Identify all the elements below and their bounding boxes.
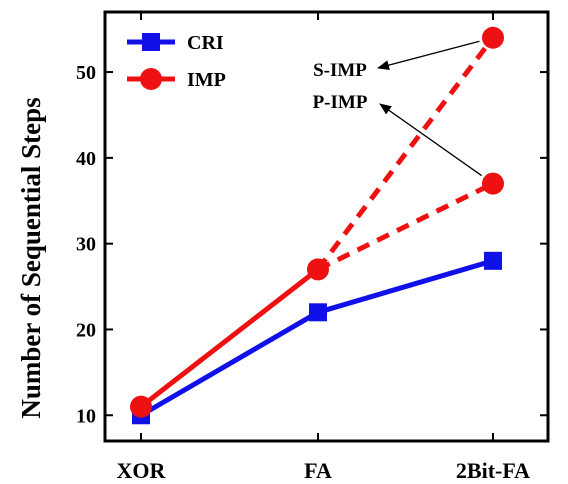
annotations: S-IMP P-IMP xyxy=(313,40,482,177)
x-tick-label: FA xyxy=(304,458,332,483)
data-point-imp xyxy=(130,395,152,418)
data-point-cri xyxy=(484,251,502,270)
annotation-arrow-s-imp xyxy=(377,40,480,71)
dashed-branch-line xyxy=(316,36,495,271)
legend: CRI IMP xyxy=(127,32,226,91)
y-tick-label: 20 xyxy=(76,319,96,341)
y-tick-label: 50 xyxy=(76,62,96,84)
legend-label-imp: IMP xyxy=(187,69,226,91)
annotation-arrow-p-imp xyxy=(379,103,482,177)
annotation-s-imp: S-IMP xyxy=(313,60,367,81)
data-point-s-imp xyxy=(482,26,504,49)
dashed-branch-line xyxy=(316,181,495,272)
x-tick-label: XOR xyxy=(117,458,167,483)
x-axis-labels: XOR FA 2Bit-FA xyxy=(117,12,530,483)
legend-marker-imp xyxy=(140,68,162,90)
y-axis-ticks: 10 20 30 40 50 xyxy=(76,62,548,427)
y-tick-label: 30 xyxy=(76,234,96,256)
y-tick-label: 40 xyxy=(76,148,96,170)
data-point-cri xyxy=(309,303,327,322)
x-tick-label: 2Bit-FA xyxy=(456,458,530,483)
series-line-imp xyxy=(139,267,320,409)
data-point-p-imp xyxy=(482,172,504,195)
plot-frame xyxy=(103,10,550,443)
y-axis-label: Number of Sequential Steps xyxy=(16,97,46,418)
chart-axes xyxy=(103,10,550,443)
y-tick-label: 10 xyxy=(76,405,96,427)
annotation-p-imp: P-IMP xyxy=(313,92,368,113)
legend-label-cri: CRI xyxy=(187,32,224,54)
series-markers xyxy=(130,26,504,425)
data-point-imp xyxy=(307,258,329,281)
legend-marker-cri xyxy=(142,33,160,51)
series-line-cri xyxy=(139,258,494,418)
